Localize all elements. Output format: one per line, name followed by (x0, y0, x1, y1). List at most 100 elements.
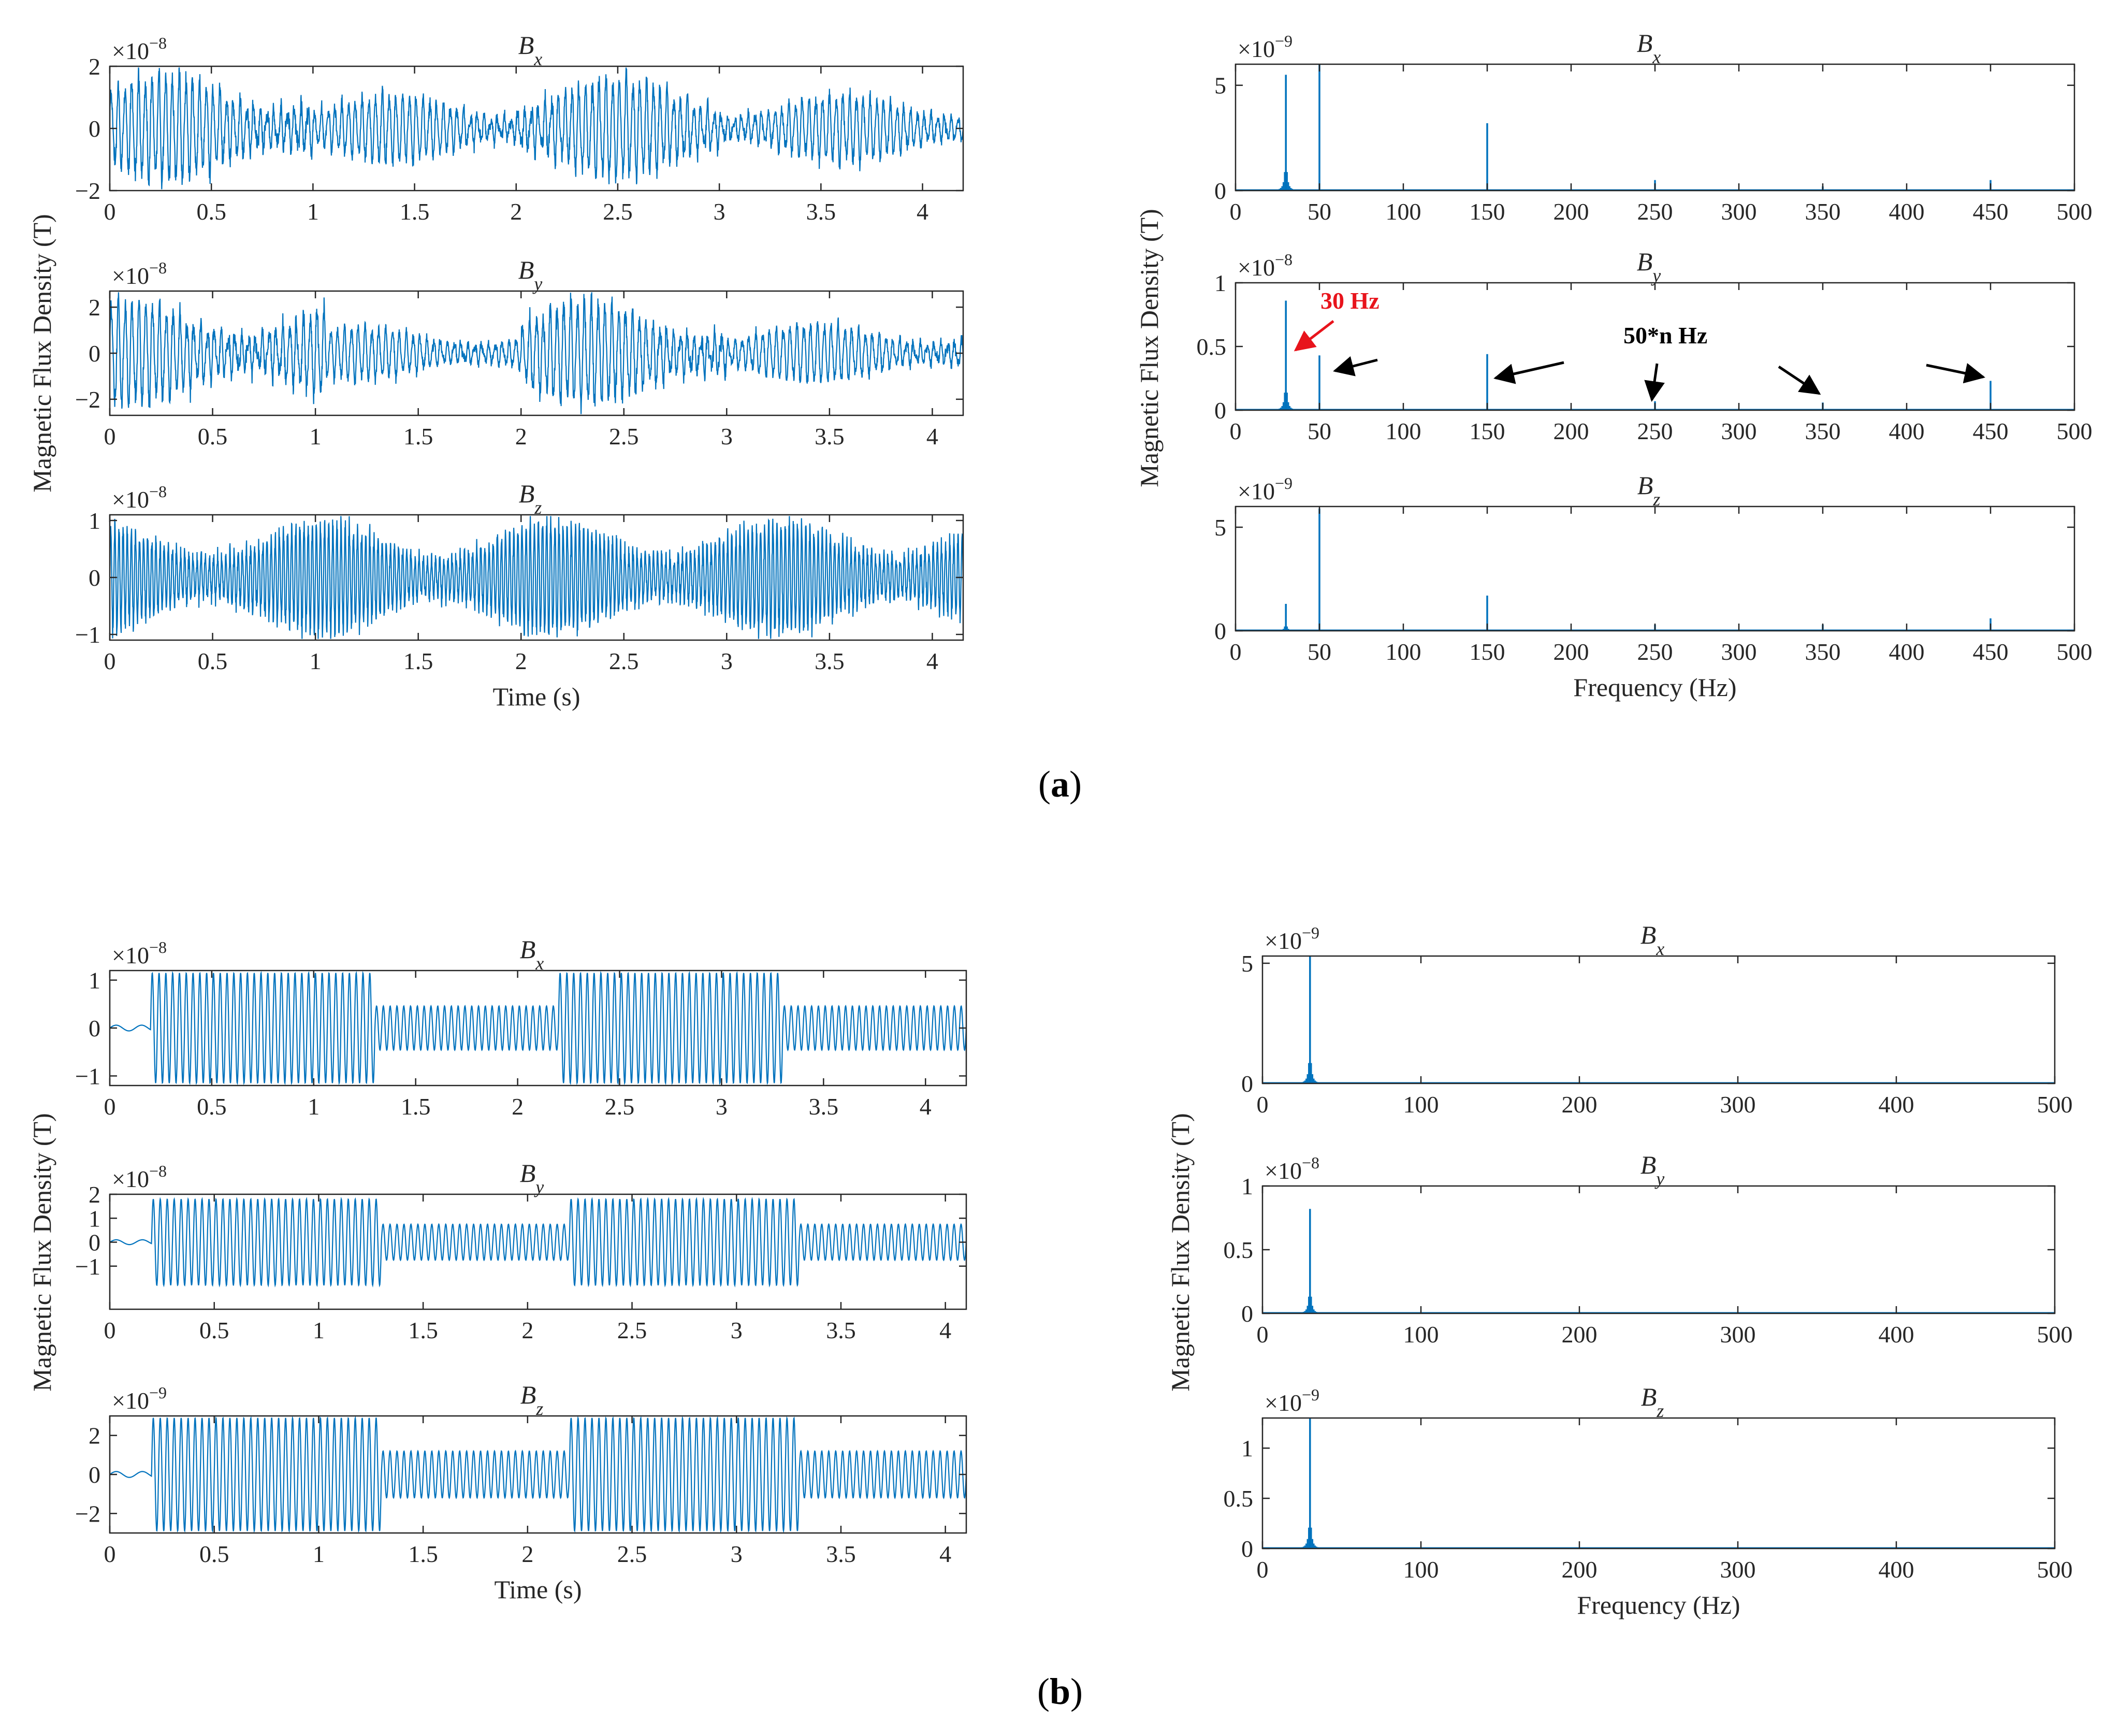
axis-multiplier: ×10−8 (112, 258, 167, 289)
series-line (110, 1416, 966, 1533)
x-tick-label: 4 (939, 1317, 951, 1343)
x-tick-label: 4 (926, 423, 938, 450)
axis-multiplier-base: ×10 (112, 1387, 149, 1414)
series-a-time-bz (110, 516, 963, 639)
x-tick-label: 0.5 (199, 1541, 229, 1567)
axes-box (1235, 505, 2075, 632)
axis-multiplier-exponent: −9 (149, 1383, 167, 1402)
plot-title-subscript: z (1652, 489, 1660, 510)
plot-title: Bx (518, 31, 543, 69)
x-tick-label: 2 (521, 1541, 533, 1567)
x-tick-label: 0 (104, 1093, 116, 1120)
y-tick-label: 0 (1241, 1300, 1253, 1327)
x-tick-label: 300 (1721, 198, 1757, 225)
x-tick-label: 0 (1230, 639, 1242, 665)
series-b-freq-bx (1262, 956, 2055, 1083)
x-tick-label: 1 (310, 423, 322, 450)
axis-multiplier-base: ×10 (112, 38, 149, 64)
y-tick-label: 0 (1214, 618, 1226, 644)
axes-box (109, 290, 964, 416)
x-tick-label: 100 (1386, 198, 1421, 225)
y-tick-label: 5 (1214, 514, 1226, 541)
axis-multiplier-base: ×10 (1238, 254, 1275, 281)
plot-title-subscript: z (1656, 1400, 1664, 1421)
y-tick-label: 0 (1214, 178, 1226, 204)
plot-title: Bz (520, 1380, 544, 1419)
x-tick-label: 2.5 (603, 198, 633, 225)
y-tick-label: −1 (75, 621, 100, 648)
plot-title-subscript: y (534, 1177, 544, 1197)
x-tick-label: 50 (1308, 639, 1331, 665)
x-tick-label: 250 (1637, 198, 1673, 225)
plot-title-subscript: x (1656, 938, 1664, 959)
y-tick-label: 5 (1241, 950, 1253, 977)
x-tick-label: 350 (1805, 639, 1841, 665)
y-tick-label: 1 (1241, 1173, 1253, 1199)
annotation-30hz-arrow (1294, 320, 1334, 352)
x-tick-label: 250 (1637, 639, 1673, 665)
x-tick-label: 400 (1889, 418, 1925, 444)
axes-box (1261, 1185, 2056, 1314)
y-tick-label: 1 (89, 967, 100, 994)
series-line (110, 1196, 966, 1288)
axes-box (1235, 63, 2075, 192)
x-tick-label: 500 (2037, 1321, 2073, 1348)
y-tick-label: 1 (89, 508, 100, 534)
plot-title: Bx (1637, 28, 1661, 67)
x-tick-label: 2 (521, 1317, 533, 1343)
y-tick-label: −1 (75, 1253, 100, 1280)
axis-multiplier: ×10−8 (112, 482, 167, 513)
x-tick-label: 0 (104, 1541, 116, 1567)
plot-title-main: B (520, 1159, 536, 1188)
caption-b: (b) (1037, 1671, 1083, 1712)
x-tick-label: 3.5 (815, 648, 845, 674)
x-tick-label: 100 (1403, 1091, 1439, 1118)
x-tick-label: 1.5 (403, 648, 433, 674)
x-tick-label: 4 (920, 1093, 932, 1120)
plot-title-main: B (1637, 471, 1653, 500)
axis-multiplier-exponent: −8 (149, 938, 167, 957)
axis-multiplier: ×10−9 (112, 1383, 167, 1414)
x-tick-label: 500 (2037, 1556, 2073, 1583)
plot-title-main: B (520, 1380, 536, 1409)
x-tick-label: 150 (1470, 418, 1505, 444)
axis-multiplier: ×10−9 (1238, 474, 1293, 504)
x-tick-label: 3.5 (815, 423, 845, 450)
x-tick-label: 0.5 (197, 1093, 227, 1120)
axis-multiplier-base: ×10 (1238, 36, 1275, 62)
axis-multiplier-exponent: −9 (1302, 1385, 1319, 1404)
x-tick-label: 2.5 (609, 423, 639, 450)
y-axis-label: Magnetic Flux Density (T) (1135, 209, 1164, 487)
axis-multiplier-base: ×10 (1265, 1390, 1302, 1416)
caption-a: (a) (1038, 763, 1082, 805)
plot-title-main: B (519, 479, 535, 508)
y-tick-label: 0 (89, 1462, 100, 1488)
series-line (110, 67, 963, 190)
plot-title: Bx (520, 935, 544, 974)
x-tick-label: 4 (939, 1541, 951, 1567)
axis-multiplier: ×10−8 (112, 1162, 167, 1192)
x-tick-label: 3 (716, 1093, 728, 1120)
x-tick-label: 0.5 (198, 423, 228, 450)
plot-title-main: B (518, 31, 534, 60)
plot-title: Bz (1637, 471, 1661, 510)
axis-multiplier-base: ×10 (1265, 1158, 1302, 1184)
x-tick-label: 300 (1720, 1556, 1756, 1583)
x-tick-label: 100 (1386, 639, 1421, 665)
x-tick-label: 2.5 (617, 1317, 647, 1343)
axis-multiplier-exponent: −8 (149, 482, 167, 501)
axis-multiplier-base: ×10 (112, 942, 149, 968)
x-tick-label: 3 (731, 1317, 743, 1343)
x-tick-label: 1.5 (403, 423, 433, 450)
plot-title-main: B (1641, 1382, 1657, 1411)
axis-multiplier-base: ×10 (112, 1166, 149, 1192)
x-tick-label: 400 (1879, 1321, 1914, 1348)
plot-a-freq-bz: 0 50 100 150 200 250 300 350 400 450 500 0 5 ×10−9 Bz F… (1214, 471, 2093, 702)
plot-title: Bx (1640, 920, 1665, 959)
y-tick-label: 0.5 (1197, 334, 1227, 360)
axis-multiplier: ×10−9 (1265, 923, 1319, 954)
series-b-time-bz (110, 1416, 966, 1533)
